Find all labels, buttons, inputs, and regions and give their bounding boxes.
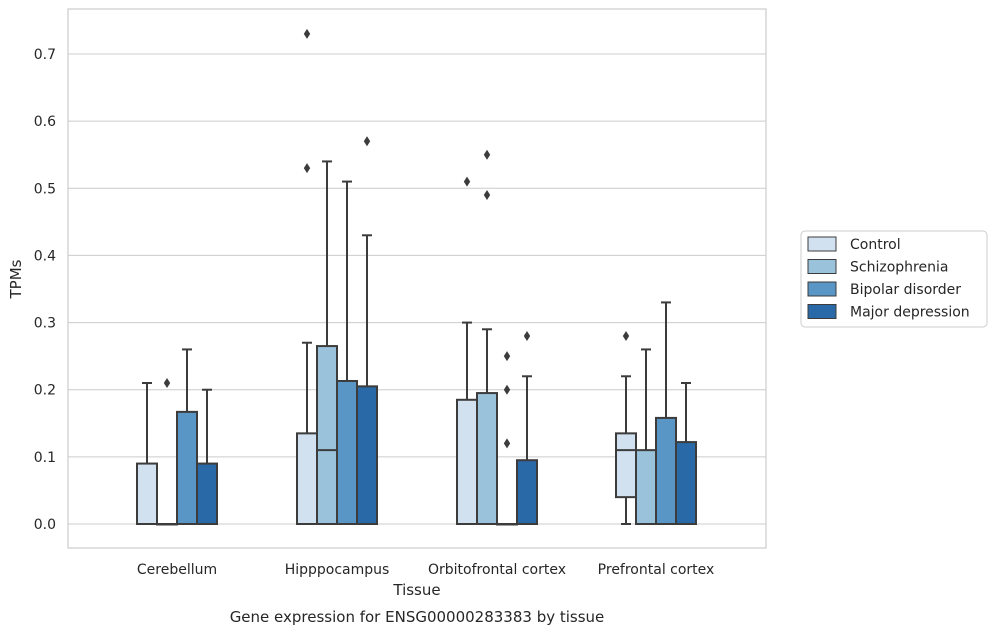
outlier-point: [503, 351, 511, 362]
outlier-point: [363, 136, 371, 147]
legend-swatch: [807, 281, 837, 297]
box-groups: [136, 28, 697, 526]
legend-box: [800, 230, 988, 328]
outlier-point: [303, 28, 311, 39]
plot-frame: [67, 8, 767, 549]
x-tick-label: Cerebellum: [137, 562, 217, 578]
tissue-group: [296, 28, 378, 526]
box-element: [136, 382, 158, 526]
box-rect: [356, 385, 378, 525]
x-axis-label: Tissue: [392, 581, 440, 599]
legend-swatch: [807, 236, 837, 252]
x-tick-labels: Cerebellum Hipppocampus Orbitofrontal cort…: [137, 562, 714, 578]
legend-label: Bipolar disorder: [850, 282, 961, 298]
outlier-point: [463, 176, 471, 187]
legend-label: Control: [850, 237, 901, 253]
box-element: [615, 331, 637, 525]
box-element: [156, 378, 178, 526]
box-element: [336, 180, 358, 525]
box-rect: [456, 398, 478, 525]
outlier-point: [503, 384, 511, 395]
box-element: [316, 160, 338, 526]
box-rect: [516, 459, 538, 526]
box-rect: [176, 410, 198, 525]
box-element: [356, 136, 378, 525]
box-rect: [316, 345, 338, 526]
y-tick-label: 0.5: [34, 181, 56, 197]
legend: Control Schizophrenia Bipolar disorder Majo…: [800, 230, 988, 328]
y-tick-labels: 0.0 0.1 0.2 0.3 0.4 0.5 0.6 0.7: [34, 47, 56, 533]
box-element: [675, 382, 697, 526]
box-element: [296, 28, 318, 526]
legend-label: Schizophrenia: [850, 260, 948, 276]
outlier-point: [483, 149, 491, 160]
x-tick-label: Prefrontal cortex: [598, 562, 715, 578]
legend-swatch: [807, 304, 837, 319]
box-rect: [196, 462, 218, 526]
box-rect: [655, 416, 677, 525]
box-rect: [635, 449, 657, 525]
outlier-point: [483, 190, 491, 200]
box-rect: [476, 392, 498, 526]
box-rect: [675, 441, 697, 526]
box-element: [516, 331, 538, 526]
box-rect: [336, 379, 358, 525]
outlier-point: [523, 331, 531, 341]
y-tick-label: 0.7: [34, 47, 56, 63]
box-element: [176, 348, 198, 525]
y-tick-label: 0.4: [34, 248, 56, 264]
y-tick-label: 0.6: [34, 114, 56, 130]
box-element: [635, 348, 657, 525]
y-tick-label: 0.1: [34, 450, 56, 466]
outlier-point: [503, 438, 511, 449]
tissue-group: [456, 149, 538, 526]
box-rect: [296, 432, 318, 526]
box-element: [655, 301, 677, 525]
legend-label: Major depression: [850, 305, 970, 321]
box-rect: [136, 462, 158, 526]
outlier-point: [622, 331, 630, 341]
chart-caption: Gene expression for ENSG00000283383 by t…: [230, 608, 605, 626]
y-tick-label: 0.3: [34, 316, 56, 332]
legend-swatch: [807, 259, 837, 274]
tissue-group: [136, 348, 218, 526]
y-tick-label: 0.2: [34, 383, 56, 399]
outlier-point: [303, 163, 311, 174]
tissue-group: [615, 301, 697, 526]
outlier-point: [163, 378, 171, 388]
x-tick-label: Hipppocampus: [285, 562, 390, 578]
box-element: [476, 149, 498, 526]
box-element: [496, 351, 518, 526]
box-rect: [615, 432, 637, 499]
box-element: [456, 176, 478, 525]
y-tick-label: 0.0: [34, 517, 56, 533]
y-axis-label: TPMs: [7, 259, 25, 299]
box-element: [196, 388, 218, 526]
x-tick-label: Orbitofrontal cortex: [428, 562, 566, 578]
